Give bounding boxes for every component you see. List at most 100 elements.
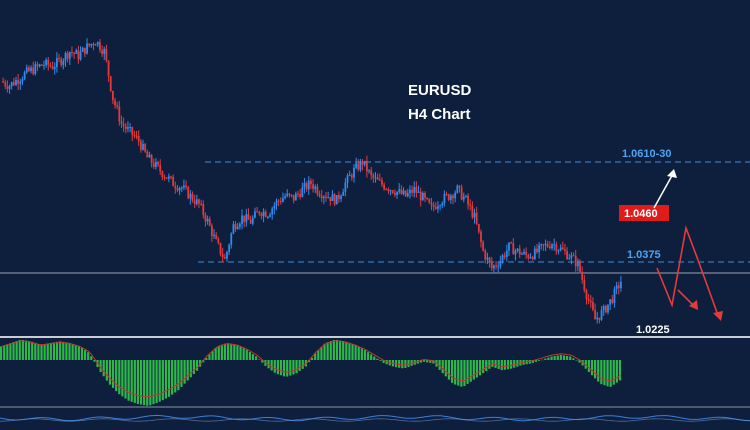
candle xyxy=(465,195,467,197)
candle xyxy=(544,244,547,246)
candle xyxy=(406,192,409,197)
candle xyxy=(333,194,336,205)
candle xyxy=(94,44,97,46)
oscillator-bar xyxy=(348,342,351,360)
oscillator-bar xyxy=(401,360,404,369)
candle xyxy=(105,48,108,61)
oscillator-bar xyxy=(606,360,609,387)
candle xyxy=(60,58,63,65)
oscillator-bar xyxy=(136,360,140,404)
oscillator-bar xyxy=(6,344,9,360)
oscillator-bar xyxy=(149,360,152,406)
candle xyxy=(322,196,325,199)
oscillator-bar xyxy=(562,355,566,360)
oscillator-bar xyxy=(158,360,161,402)
oscillator-bar xyxy=(531,360,534,363)
candle xyxy=(71,51,73,53)
candle xyxy=(79,51,82,60)
oscillator-bar xyxy=(357,346,360,360)
oscillator-bar xyxy=(152,360,155,405)
oscillator-bar xyxy=(379,360,382,361)
candle xyxy=(101,50,104,54)
candle xyxy=(301,187,304,197)
oscillator-bar xyxy=(538,360,541,361)
oscillator-bar xyxy=(513,360,516,368)
candle xyxy=(144,144,147,152)
candle xyxy=(579,260,581,273)
oscillator-bar xyxy=(248,352,251,360)
candle xyxy=(445,193,448,195)
oscillator-bar xyxy=(27,341,31,360)
candle xyxy=(19,81,22,84)
oscillator-bar xyxy=(488,360,491,369)
candle xyxy=(129,127,131,129)
candle xyxy=(234,224,237,230)
oscillator-bar xyxy=(491,360,494,367)
candle xyxy=(353,167,355,178)
projection-main-arrowhead xyxy=(713,311,723,321)
oscillator-bar xyxy=(332,340,335,360)
oscillator-bar xyxy=(31,341,34,360)
panel-separator-top xyxy=(0,336,750,338)
candle xyxy=(514,250,517,255)
candle xyxy=(546,244,549,247)
candle xyxy=(421,193,424,201)
projection-arrows xyxy=(653,169,723,321)
oscillator-bar xyxy=(9,343,12,360)
candle xyxy=(609,299,612,305)
candle xyxy=(542,244,545,246)
candle xyxy=(292,194,295,201)
candle xyxy=(73,52,76,54)
candle xyxy=(232,224,235,234)
candle xyxy=(432,205,435,207)
candle xyxy=(592,302,594,310)
oscillator-bar xyxy=(174,360,177,393)
candle xyxy=(335,194,338,205)
oscillator-bar xyxy=(301,360,304,369)
candle xyxy=(256,211,259,213)
candle xyxy=(510,242,513,244)
oscillator-bar xyxy=(130,360,133,402)
candle xyxy=(230,233,233,245)
candle xyxy=(493,265,495,269)
oscillator-bar xyxy=(214,347,217,360)
candle xyxy=(594,309,596,320)
candle xyxy=(245,214,248,222)
chart-timeframe: H4 Chart xyxy=(408,106,471,123)
oscillator-bar xyxy=(615,360,618,383)
candle xyxy=(170,176,172,178)
candle xyxy=(398,189,401,192)
candle xyxy=(417,191,420,193)
candle xyxy=(340,195,342,199)
candle xyxy=(51,66,54,70)
candle xyxy=(538,245,541,253)
candle xyxy=(75,50,78,54)
oscillator-bar xyxy=(345,341,348,360)
candle xyxy=(495,265,497,267)
candle xyxy=(344,182,347,192)
candle xyxy=(312,184,314,189)
candle xyxy=(10,82,13,87)
oscillator-bar xyxy=(233,344,236,360)
candles xyxy=(2,38,622,324)
candle xyxy=(111,90,114,101)
candle xyxy=(551,244,553,249)
oscillator-bar xyxy=(146,360,149,406)
candle xyxy=(53,67,56,70)
candle xyxy=(21,79,24,82)
candle xyxy=(286,193,289,197)
candle xyxy=(587,299,590,301)
candle xyxy=(99,42,101,51)
candle xyxy=(195,199,198,204)
candle xyxy=(155,161,157,167)
candle xyxy=(68,51,71,59)
oscillator-bar xyxy=(118,360,121,395)
oscillator-bar xyxy=(600,360,603,385)
candle xyxy=(64,53,67,61)
candle xyxy=(165,177,168,179)
candle xyxy=(359,160,362,170)
oscillator-bar xyxy=(444,360,447,377)
candle xyxy=(180,187,183,189)
oscillator-bar xyxy=(255,356,258,360)
candle xyxy=(361,160,364,165)
